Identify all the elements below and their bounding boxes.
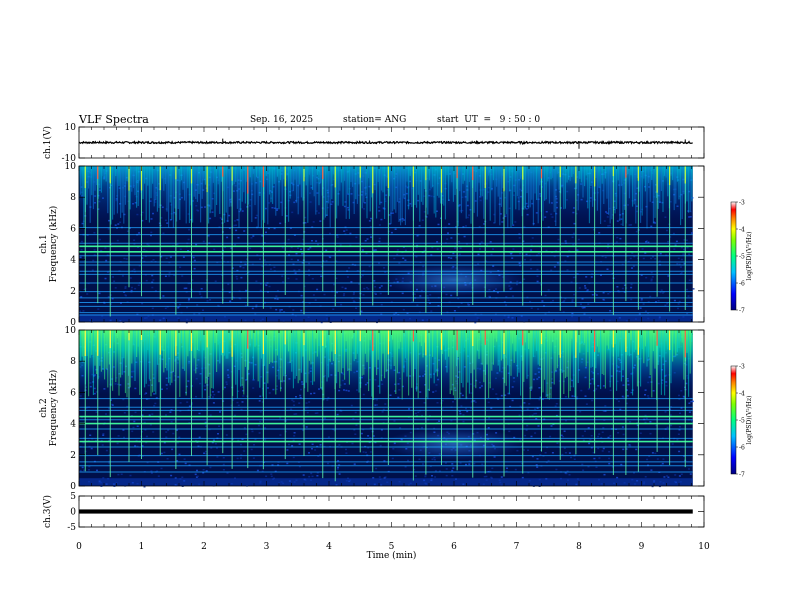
time-tick-6: 6 [451,542,457,552]
ch2-spec-colorbar-tick-1: -4 [739,391,745,398]
ch1-spec-colorbar-tick-1: -4 [739,227,745,234]
ch2-spec-colorbar-tick-3: -6 [739,445,745,452]
ch3-ytick-0: 5 [70,492,76,502]
ch2-spec-colorbar [730,365,737,475]
ch2-spec-colorbar-tick-0: -3 [739,364,745,371]
ch2-spec-colorbar-tick-4: -7 [739,472,745,479]
ch1-ytick-0: 10 [65,123,77,133]
ch1-spec-colorbar-tick-2: -5 [739,254,745,261]
ch1-spec-ylabel: Frequency (kHz) [48,206,59,283]
ch1-spec-colorbar-tick-4: -7 [739,308,745,315]
ch3-trace [79,509,693,514]
time-tick-4: 4 [326,542,332,552]
ch3-ylabel: ch.3(V) [42,495,53,528]
ch2-spec-ylabel: Frequency (kHz) [48,370,59,447]
ch1-ytick-1: -10 [62,154,77,164]
ch2-spec-low-band [79,478,693,486]
time-tick-3: 3 [264,542,270,552]
ch1-spec-ytick-4: 8 [70,193,76,203]
ch1-spec-emission-patch [384,263,524,296]
station-label: station= ANG [343,115,407,125]
time-axis-label: Time (min) [367,550,417,561]
ch1-spec-colorbar-tick-3: -6 [739,281,745,288]
time-tick-0: 0 [76,542,82,552]
start-time-label: start UT = 9 : 50 : 0 [437,115,541,125]
ch1-spec-low-band [79,314,693,322]
ch2-spec-ytick-5: 10 [65,326,77,336]
time-tick-2: 2 [201,542,207,552]
ch2-spec-ytick-1: 2 [70,451,76,461]
ch2-spec-colorbar-tick-2: -5 [739,418,745,425]
ch1-spec-channel-label: ch.1 [39,234,49,253]
ch1-trace [78,139,693,145]
ch2-spec-channel-label: ch.2 [39,398,49,417]
ch2-spec-emission-patch [384,427,524,460]
ch1-spec-colorbar [730,201,737,311]
ch3-waveform-panel: 5 0 -5 ch.3(V) [42,492,705,533]
ch1-spec-ytick-2: 4 [70,256,76,266]
ch1-spec-sferics [78,166,693,229]
ch1-spec-ytick-0: 0 [70,318,76,328]
ch1-spec-ytick-3: 6 [70,224,76,234]
time-tick-8: 8 [576,542,582,552]
ch1-spec-colorbar-label: log(PSD)(V²/Hz) [746,232,753,281]
ch1-waveform-panel: 10 -10 ch.1(V) [42,123,705,164]
ch1-spec-ytick-5: 10 [65,162,77,172]
date-label: Sep. 16, 2025 [250,115,314,125]
ch2-spec-ytick-2: 4 [70,420,76,430]
ch2-spec-colorbar-label: log(PSD)(V²/Hz) [746,396,753,445]
ch2-spec-ytick-4: 8 [70,357,76,367]
ch3-ytick-1: 0 [70,508,76,518]
time-axis: 0 1 2 3 4 5 6 7 8 9 10 Time (min) [76,542,710,561]
ch2-spec-ytick-0: 0 [70,482,76,492]
time-tick-1: 1 [139,542,145,552]
ch3-ytick-2: -5 [67,523,76,533]
time-tick-9: 9 [639,542,645,552]
ch1-ylabel: ch.1(V) [42,126,53,159]
ch2-spectrogram-panel: 0 2 4 6 8 10 ch.2 Frequency (kHz) -3 -4 -5 -6 -7 log(… [39,326,753,492]
ch1-spec-colorbar-tick-0: -3 [739,200,745,207]
time-tick-7: 7 [514,542,520,552]
ch1-spectrogram-panel: 0 2 4 6 8 10 ch.1 Frequency (kHz) -3 -4 -5 -6 -7 log(… [39,162,753,328]
ch1-spec-ytick-1: 2 [70,287,76,297]
ch2-spec-ytick-3: 6 [70,388,76,398]
time-tick-5: 5 [389,542,395,552]
time-tick-10: 10 [698,542,710,552]
chart-title: VLF Spectra [79,113,149,126]
